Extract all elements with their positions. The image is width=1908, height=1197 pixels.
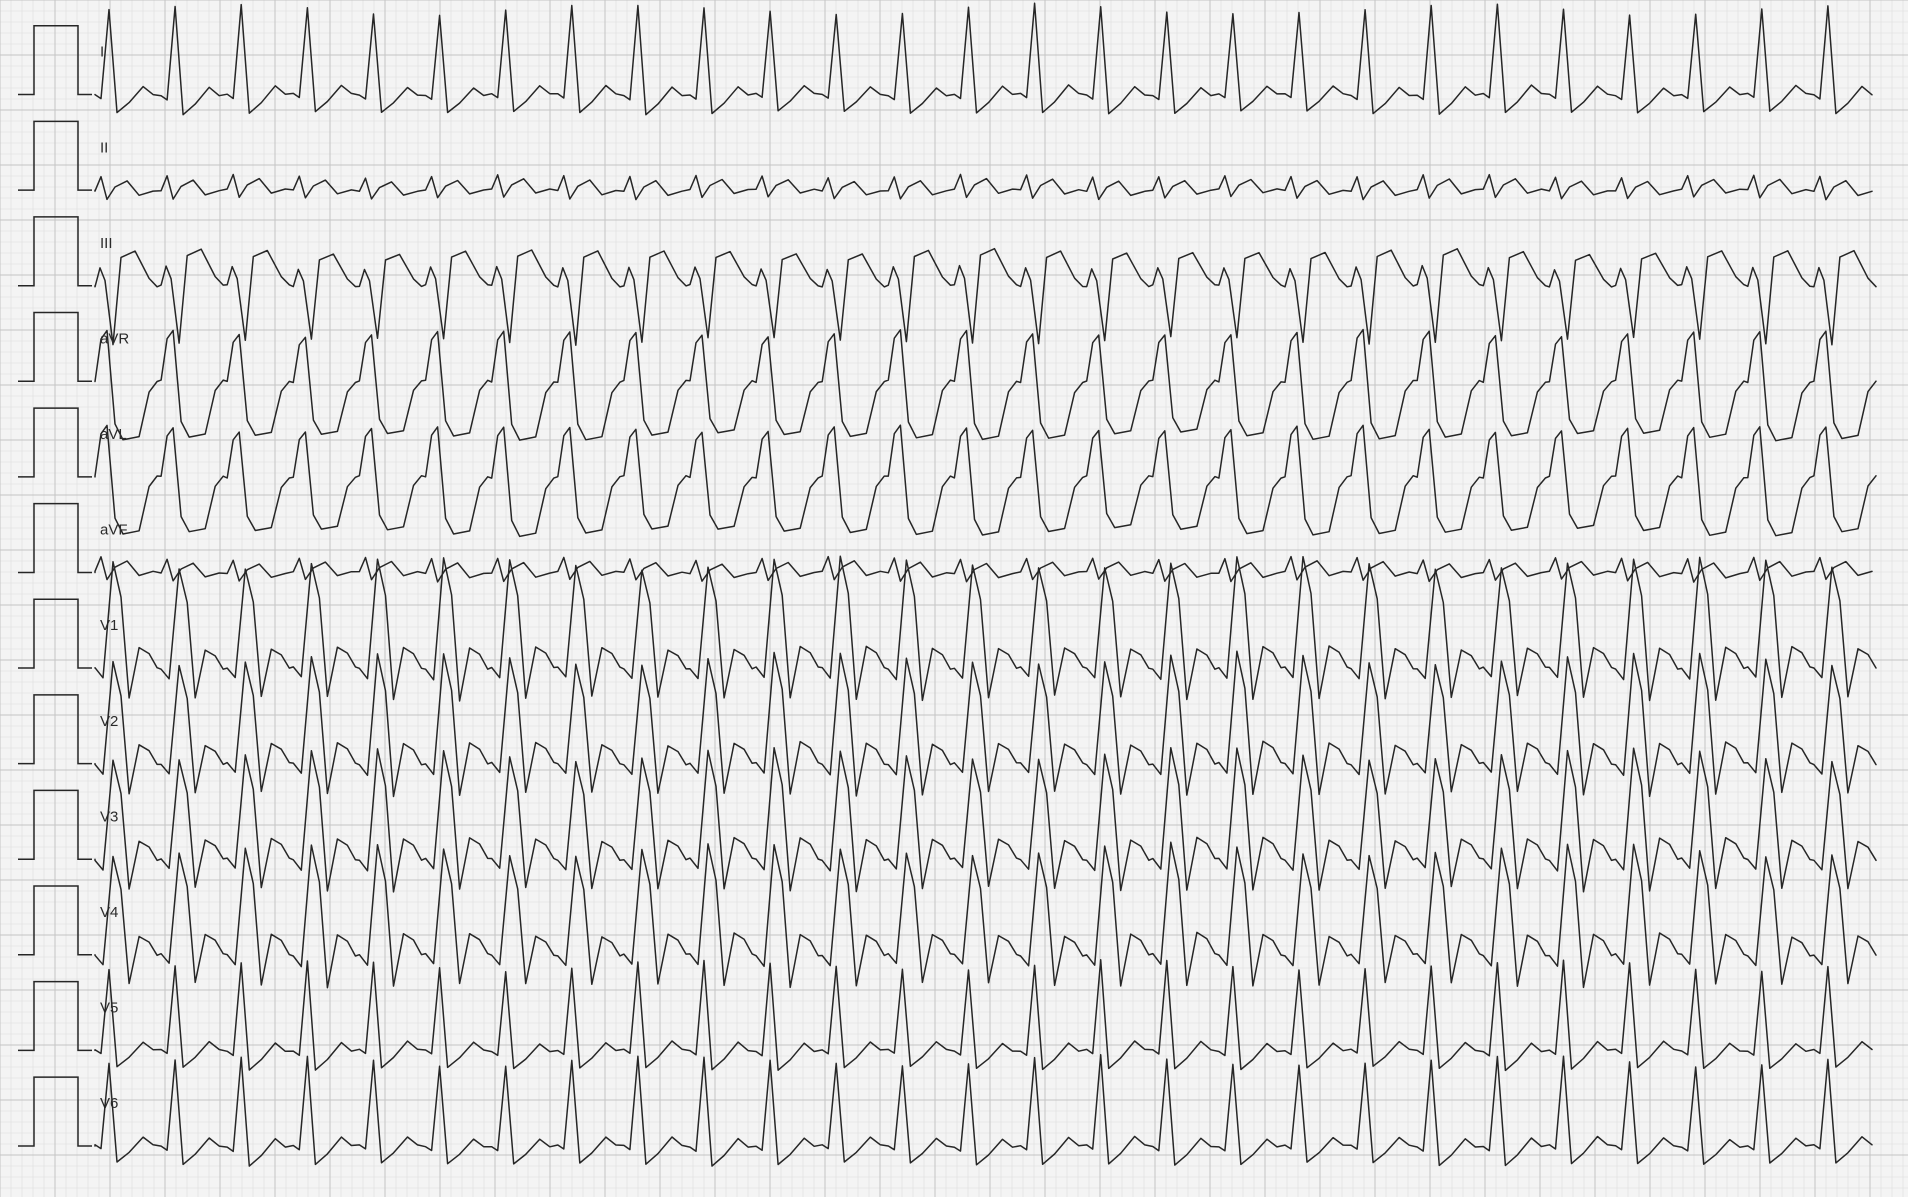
lead-label: V1 [100,617,118,634]
calibration-pulse [18,311,92,383]
calibration-pulse [18,789,92,860]
lead-strip-v2: V2 [18,650,1877,798]
calibration-pulse [18,407,92,478]
lead-strip-v4: V4 [18,841,1877,989]
lead-label: V2 [100,713,118,730]
calibration-pulse [18,24,92,96]
lead-strip-v1: V1 [18,555,1877,702]
ecg-trace [94,841,1877,989]
lead-strip-avf: aVF [18,502,1873,583]
ecg-trace [94,424,1877,538]
ecg-trace [94,247,1877,346]
lead-strip-iii: III [18,216,1877,346]
ecg-trace [94,959,1873,1072]
calibration-pulse [18,502,92,574]
lead-strip-v3: V3 [18,747,1877,893]
calibration-pulse [18,598,92,669]
calibration-pulse [18,120,92,191]
calibration-pulse [18,694,92,765]
lead-label: I [100,44,104,61]
ecg-trace [94,650,1877,798]
calibration-pulse [18,1076,92,1147]
ecg-trace [94,328,1877,442]
lead-strip-avl: aVL [18,407,1877,538]
lead-label: V4 [100,904,118,921]
ecg-trace [94,555,1873,583]
lead-strip-ii: II [18,120,1873,201]
lead-strip-v5: V5 [18,959,1873,1072]
ecg-trace [94,747,1877,893]
lead-label: V6 [100,1095,118,1112]
calibration-pulse [18,216,92,287]
lead-label: V3 [100,808,118,825]
lead-strip-v6: V6 [18,1054,1873,1167]
lead-label: V5 [100,1000,118,1017]
lead-label: III [100,235,113,252]
calibration-pulse [18,885,92,956]
lead-strip-i: I [18,2,1873,116]
lead-strip-avr: aVR [18,311,1877,442]
ecg-trace [94,555,1877,702]
calibration-pulse [18,980,92,1052]
ecg-trace [94,173,1873,201]
lead-label: aVF [100,522,128,539]
lead-label: II [100,139,108,156]
ecg-trace [94,2,1873,116]
ecg-trace [94,1054,1873,1167]
